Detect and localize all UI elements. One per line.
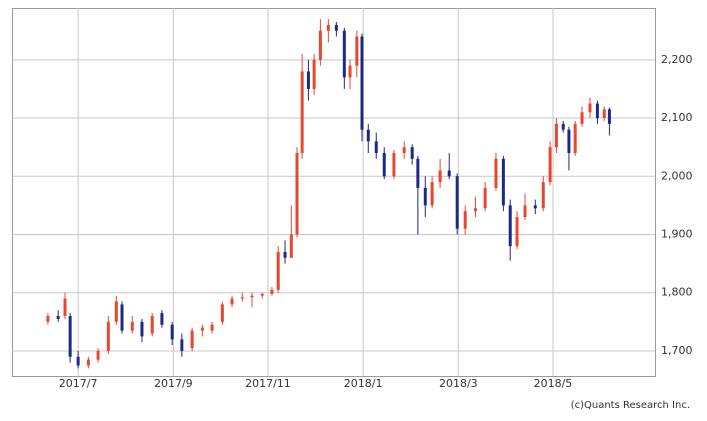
candle-body	[240, 297, 244, 299]
candle-body	[588, 103, 592, 113]
y-tick-label: 1,700	[661, 344, 693, 357]
candle-body	[160, 313, 164, 325]
x-tick-label: 2018/3	[439, 377, 478, 390]
y-tick-label: 2,000	[661, 169, 693, 182]
candle-body	[190, 330, 194, 349]
candle-body	[602, 109, 606, 119]
candle-body	[366, 129, 370, 142]
candle-body	[170, 324, 174, 340]
x-tick-label: 2017/9	[154, 377, 193, 390]
candle-body	[541, 182, 545, 209]
candle-body	[580, 112, 584, 124]
y-tick-label: 2,200	[661, 53, 693, 66]
x-tick-label: 2017/7	[59, 377, 98, 390]
candle-body	[334, 24, 338, 31]
candle-body	[554, 123, 558, 148]
candle-body	[130, 321, 134, 331]
candle-body	[306, 71, 310, 89]
candle-body	[86, 359, 90, 366]
candle-body	[573, 123, 577, 153]
candle-body	[567, 129, 571, 153]
candle-body	[318, 30, 322, 60]
candle-body	[382, 152, 386, 177]
x-tick-label: 2018/1	[344, 377, 383, 390]
candle-body	[326, 24, 330, 31]
candle-body	[533, 205, 537, 209]
candle-body	[76, 356, 80, 366]
y-tick-label: 1,800	[661, 286, 693, 299]
candle-body	[423, 187, 427, 206]
plot-frame	[12, 8, 656, 377]
candle-body	[312, 59, 316, 89]
candle-body	[463, 211, 467, 229]
candle-body	[410, 147, 414, 159]
candle-body	[430, 182, 434, 206]
candle-body	[300, 71, 304, 153]
candle-body	[200, 327, 204, 331]
candle-body	[515, 217, 519, 247]
candle-body	[342, 30, 346, 78]
candle-body	[455, 176, 459, 229]
candle-body	[283, 251, 287, 258]
candle-body	[561, 123, 565, 130]
candle-body	[392, 152, 396, 177]
candle-body	[63, 298, 67, 317]
candle-body	[220, 304, 224, 322]
candle-body	[150, 316, 154, 334]
candle-body	[348, 65, 352, 78]
candle-body	[402, 147, 406, 153]
candle-body	[523, 205, 527, 218]
candle-body	[355, 36, 359, 66]
candle-body	[140, 321, 144, 337]
candle-body	[46, 316, 50, 322]
candle-body	[250, 295, 254, 298]
candle-body	[508, 205, 512, 247]
candle-body	[501, 158, 505, 206]
candle-body	[114, 301, 118, 322]
candle-body	[270, 289, 274, 294]
candle-body	[360, 36, 364, 130]
x-tick-label: 2018/5	[534, 377, 573, 390]
credit: (c)Quants Research Inc.	[571, 400, 690, 411]
candle-body	[260, 293, 264, 296]
candle-body	[447, 170, 451, 177]
candle-body	[68, 316, 72, 357]
candle-body	[374, 141, 378, 153]
candle-body	[106, 321, 110, 351]
candle-body	[607, 109, 611, 124]
candle-body	[295, 152, 299, 235]
candle-body	[120, 304, 124, 331]
candle-body	[230, 298, 234, 305]
candle-body	[473, 208, 477, 212]
candle-body	[289, 234, 293, 258]
x-tick-label: 2017/11	[245, 377, 291, 390]
candle-body	[548, 147, 552, 183]
y-tick-label: 1,900	[661, 228, 693, 241]
candle-body	[416, 158, 420, 188]
candle-body	[595, 103, 599, 119]
y-tick-label: 2,100	[661, 111, 693, 124]
candle-body	[56, 316, 60, 319]
candle-body	[96, 350, 100, 360]
candle-body	[210, 324, 214, 331]
candle-body	[483, 187, 487, 209]
candle-body	[276, 251, 280, 290]
candle-body	[494, 158, 498, 188]
candle-body	[180, 339, 184, 351]
candle-body	[438, 170, 442, 183]
